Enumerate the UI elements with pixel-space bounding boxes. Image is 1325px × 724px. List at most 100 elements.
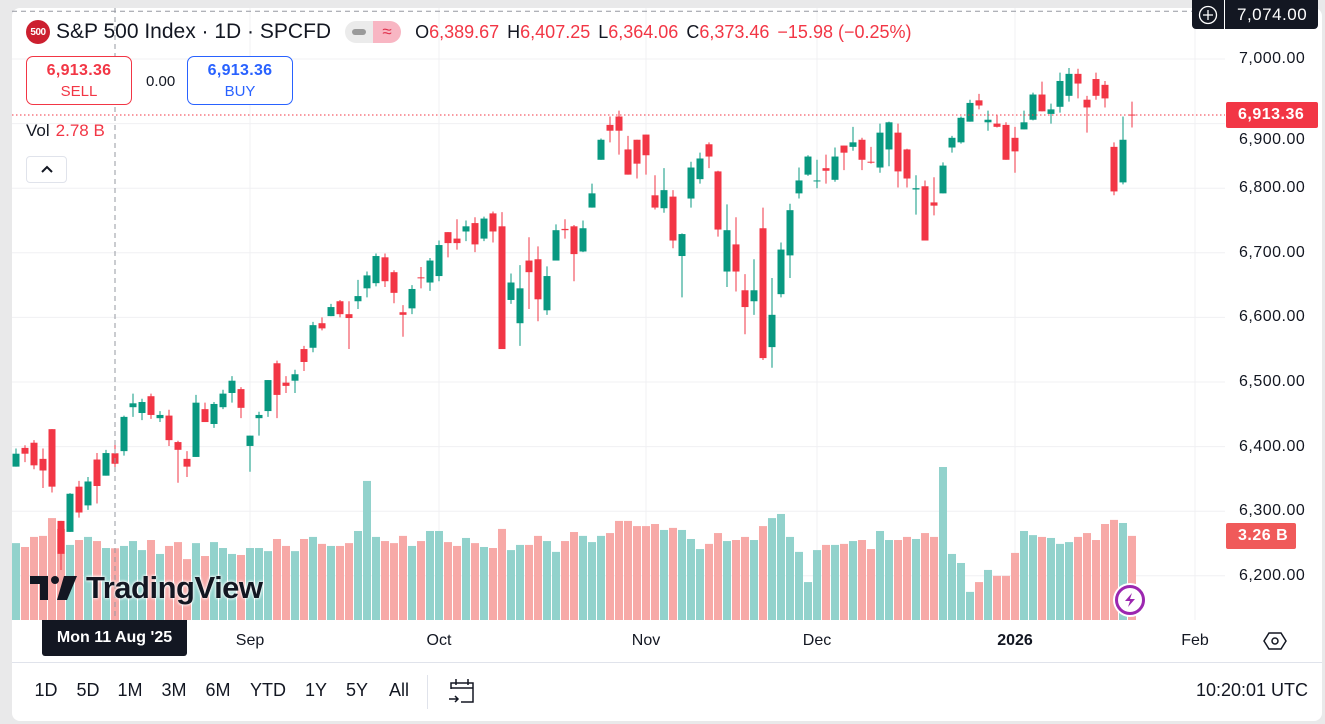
volume-bar — [687, 538, 695, 620]
candle — [516, 265, 524, 346]
volume-bar — [1083, 533, 1091, 620]
volume-bar — [165, 545, 173, 620]
candle — [930, 177, 938, 216]
volume-bar — [993, 575, 1001, 620]
volume-bar — [939, 467, 947, 620]
volume-bar — [129, 541, 137, 620]
volume-bar — [1074, 536, 1082, 620]
volume-bar — [1092, 540, 1100, 620]
candle-body — [678, 234, 686, 257]
time-axis-label: Sep — [235, 632, 265, 649]
clock-utc[interactable]: 10:20:01 UTC — [1195, 680, 1308, 700]
volume-bar — [633, 526, 641, 620]
range-button-1m[interactable]: 1M — [117, 680, 143, 700]
lightning-icon[interactable] — [1115, 585, 1145, 615]
candle-body — [1056, 80, 1064, 107]
candle-body — [183, 458, 191, 467]
volume-bar — [57, 528, 65, 620]
close-key: C — [686, 21, 700, 42]
volume-bar — [768, 518, 776, 620]
candle — [282, 376, 290, 393]
high-key: H — [507, 21, 521, 42]
volume-bar — [1011, 552, 1019, 620]
candle — [417, 267, 425, 289]
volume-bar — [984, 569, 992, 620]
volume-bar — [444, 542, 452, 620]
candle-body — [48, 429, 56, 487]
candle-body — [777, 249, 785, 295]
candle — [795, 167, 803, 199]
volume-bar — [363, 480, 371, 620]
volume-bar — [732, 540, 740, 620]
candle — [750, 259, 758, 315]
candle — [579, 220, 587, 253]
symbol-logo[interactable]: 500 — [26, 20, 50, 44]
candle-body — [669, 196, 677, 241]
candle-body — [462, 226, 470, 232]
volume-bar — [948, 553, 956, 620]
candle — [849, 126, 857, 151]
candle-body — [1011, 137, 1019, 152]
volume-bar — [246, 548, 254, 620]
range-button-3m[interactable]: 3M — [161, 680, 187, 700]
range-button-1d[interactable]: 1D — [34, 680, 58, 700]
volume-bar — [624, 520, 632, 620]
spread-value: 0.00 — [146, 73, 176, 90]
volume-bar — [777, 513, 785, 620]
candle — [642, 134, 650, 175]
candle — [525, 237, 533, 310]
chart-settings-icon[interactable] — [1263, 631, 1287, 656]
range-button-ytd[interactable]: YTD — [250, 680, 286, 700]
collapse-legend-button[interactable] — [26, 156, 67, 183]
volume-bar — [156, 553, 164, 620]
volume-bar — [642, 526, 650, 620]
candle-body — [363, 275, 371, 289]
candle — [39, 448, 47, 488]
bottom-toolbar — [12, 662, 1322, 721]
candle — [534, 246, 542, 322]
bolt-glyph — [1125, 593, 1135, 607]
candle — [777, 242, 785, 298]
range-button-5y[interactable]: 5Y — [345, 680, 369, 700]
candle — [894, 123, 902, 188]
volume-bar — [840, 543, 848, 620]
candle-body — [1092, 79, 1100, 96]
buy-button[interactable]: 6,913.36 BUY — [187, 56, 293, 105]
candle-body — [327, 307, 335, 317]
volume-bar — [660, 529, 668, 620]
candle — [1056, 72, 1064, 113]
go-to-date-calendar-icon[interactable] — [447, 677, 477, 710]
candle-body — [525, 260, 533, 273]
sell-button[interactable]: 6,913.36 SELL — [26, 56, 132, 105]
range-button-1y[interactable]: 1Y — [304, 680, 328, 700]
time-axis-label: Feb — [1181, 632, 1209, 649]
candle — [759, 207, 767, 361]
symbol-title[interactable]: S&P 500 Index · 1D · SPCFD — [56, 20, 332, 43]
market-status-pill[interactable]: ≈ — [345, 21, 402, 43]
volume-bar — [912, 538, 920, 620]
candle — [957, 116, 965, 144]
volume-bar — [210, 542, 218, 620]
volume-bar — [561, 541, 569, 620]
candle — [885, 121, 893, 167]
range-button-all[interactable]: All — [388, 680, 410, 700]
range-button-6m[interactable]: 6M — [205, 680, 231, 700]
candle — [840, 145, 848, 171]
candle — [246, 435, 254, 472]
range-button-5d[interactable]: 5D — [76, 680, 100, 700]
candle-body — [759, 228, 767, 359]
volume-bar — [1119, 522, 1127, 620]
add-alert-plus-icon[interactable] — [1192, 0, 1225, 29]
volume-bar — [570, 532, 578, 620]
candle-body — [588, 193, 596, 208]
volume-bar — [102, 548, 110, 620]
volume-bar — [336, 545, 344, 620]
candle — [21, 445, 29, 463]
candle-body — [876, 132, 884, 168]
candle-body — [912, 188, 920, 190]
candle-body — [84, 481, 92, 506]
candle — [696, 152, 704, 184]
time-axis-label: Oct — [426, 632, 452, 649]
volume-legend[interactable]: Vol 2.78 B — [26, 121, 105, 141]
